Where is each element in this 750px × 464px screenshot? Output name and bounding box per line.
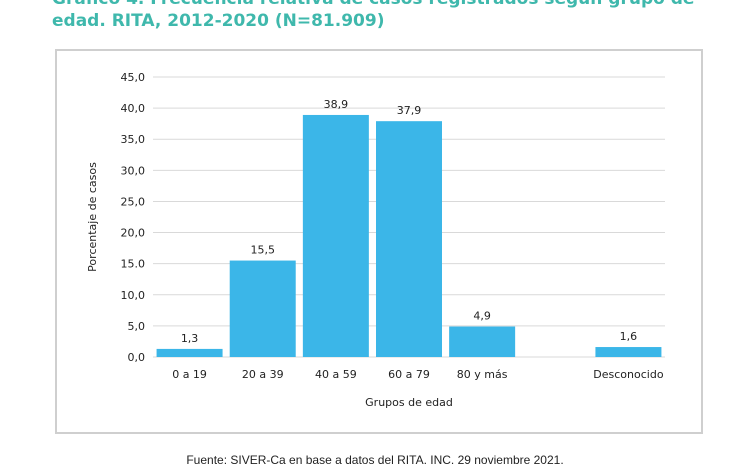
y-tick-label: 10,0 [121,289,146,302]
y-tick-label: 20,0 [121,227,146,240]
bar [156,348,223,357]
y-tick-label: 30,0 [121,164,146,177]
x-tick-label: 20 a 39 [242,368,284,381]
y-tick-label: 45,0 [121,71,146,84]
data-label: 37,9 [397,104,422,117]
y-tick-label: 25,0 [121,195,146,208]
bar [376,121,442,357]
y-tick-label: 0,0 [128,351,146,364]
data-label: 4,9 [473,310,491,323]
figure-title: Gráfico 4. Frecuencia relativa de casos … [52,0,694,31]
x-tick-label: 80 y más [457,368,508,381]
data-label: 38,9 [324,98,349,111]
bar [229,260,296,357]
data-label: 1,6 [620,330,638,343]
x-tick-label: Desconocido [593,368,664,381]
x-tick-label: 40 a 59 [315,368,357,381]
y-tick-label: 5,0 [128,320,146,333]
x-tick-label: 60 a 79 [388,368,430,381]
bar [595,347,662,357]
bar [302,114,369,357]
y-tick-label: 35,0 [121,133,146,146]
data-label: 1,3 [181,332,199,345]
source-note: Fuente: SIVER-Ca en base a datos del RIT… [186,453,564,464]
y-tick-label: 40,0 [121,102,146,115]
x-axis-title: Grupos de edad [365,396,453,409]
data-label: 15,5 [250,244,275,257]
x-tick-label: 0 a 19 [172,368,207,381]
bar [449,326,516,357]
y-tick-label: 15.0 [121,258,146,271]
y-axis-title: Porcentaje de casos [86,162,99,272]
